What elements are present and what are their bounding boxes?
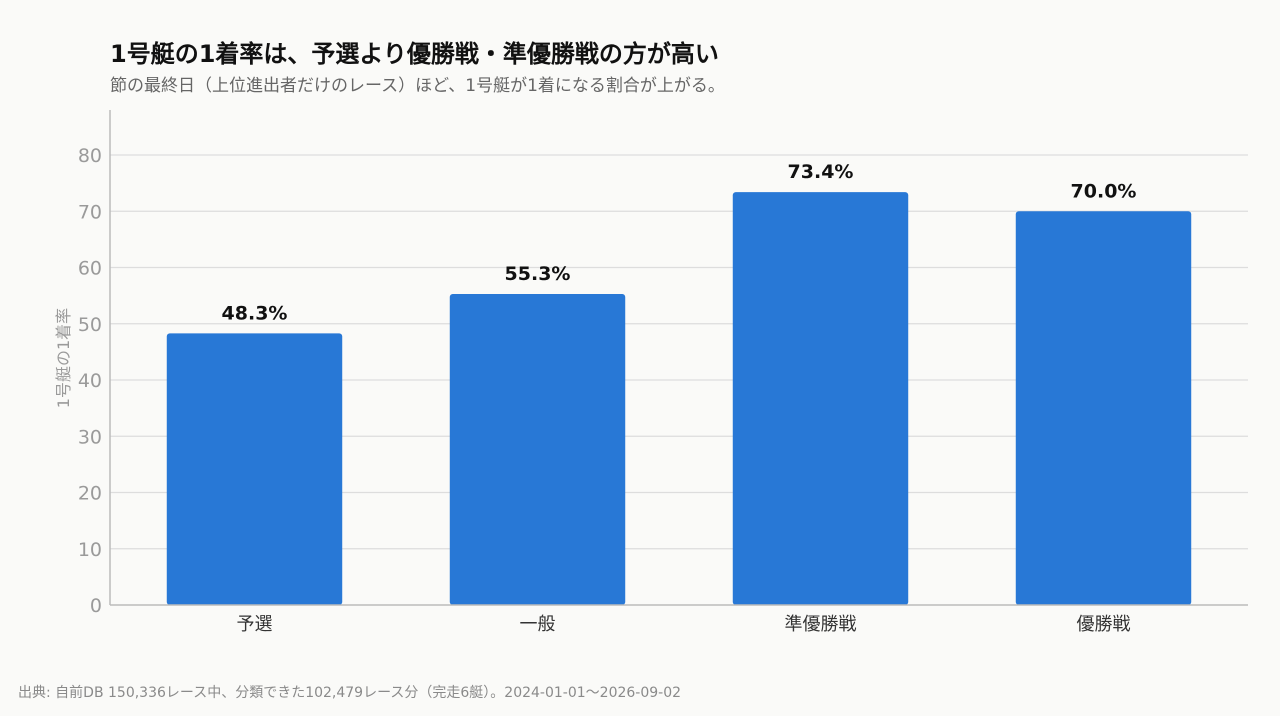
y-tick-label: 0 (90, 595, 102, 617)
x-tick-label: 一般 (520, 614, 556, 635)
y-tick-label: 80 (78, 145, 102, 167)
y-tick-label: 40 (78, 370, 102, 392)
source-footnote: 出典: 自前DB 150,336レース中、分類できた102,479レース分（完走… (18, 685, 682, 701)
bar (1015, 211, 1192, 605)
axis-layer (109, 110, 1248, 606)
x-tick-label: 優勝戦 (1077, 614, 1131, 635)
y-tick-label: 50 (78, 314, 102, 336)
y-tick-label: 60 (78, 258, 102, 280)
y-tick-label: 10 (78, 539, 102, 561)
x-tick-label: 予選 (237, 614, 273, 635)
x-tick-label: 準優勝戦 (785, 614, 857, 635)
bar-value-label: 55.3% (505, 263, 571, 285)
y-tick-label: 30 (78, 426, 102, 448)
bar (732, 192, 909, 605)
bar-value-label: 70.0% (1071, 180, 1137, 202)
chart-subtitle: 節の最終日（上位進出者だけのレース）ほど、1号艇が1着になる割合が上がる。 (110, 76, 725, 96)
label-layer: 0 10 20 30 40 50 60 70 80 48.3% 予選 55.3% 一般 73.4% 準優勝戦… (78, 145, 1137, 635)
y-tick-label: 20 (78, 483, 102, 505)
y-tick-label: 70 (78, 201, 102, 223)
bar-layer (166, 192, 1192, 605)
bar-value-label: 48.3% (222, 302, 288, 324)
bar (166, 333, 343, 605)
chart-title: 1号艇の1着率は、予選より優勝戦・準優勝戦の方が高い (110, 40, 719, 68)
bar (449, 293, 626, 605)
bar-value-label: 73.4% (788, 161, 854, 183)
